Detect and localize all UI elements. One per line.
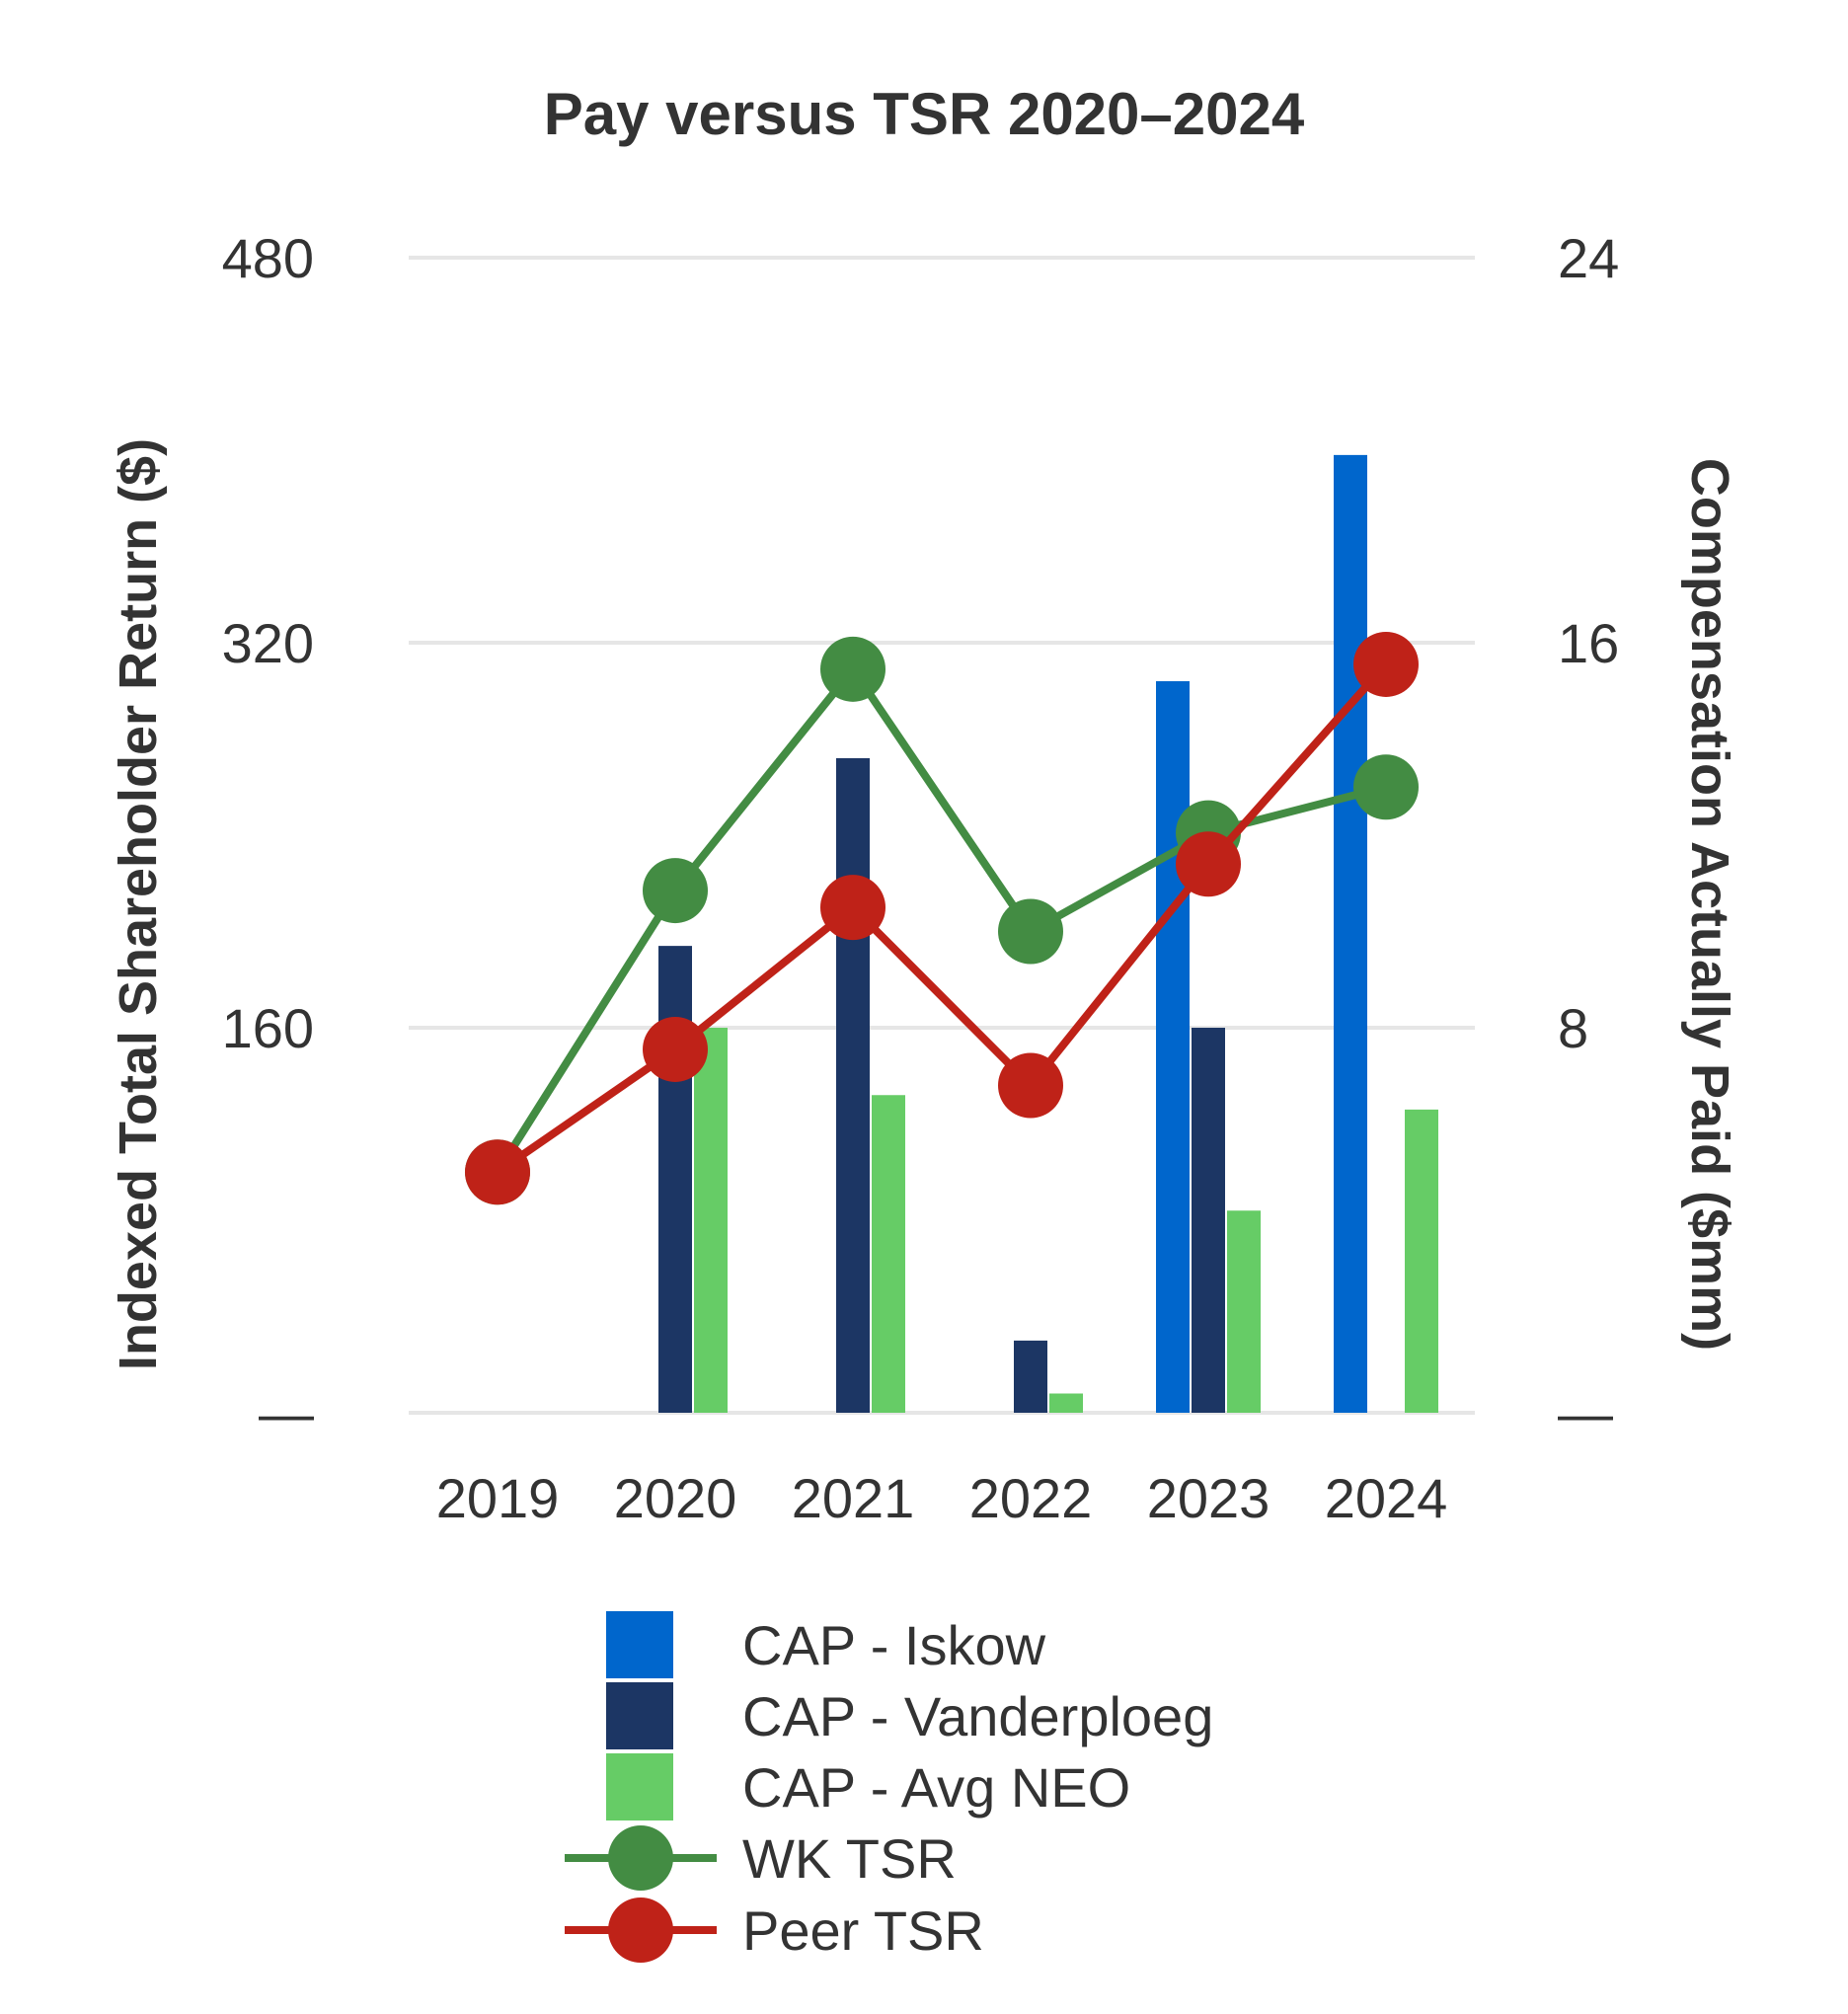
legend-label-cap-avg-neo: CAP - Avg NEO (742, 1756, 1130, 1819)
right-tick-label: 16 (1558, 612, 1619, 674)
wk-tsr-point-2020 (643, 858, 708, 924)
wk-tsr-point-2024 (1353, 754, 1419, 820)
legend-marker-peer-tsr (608, 1898, 673, 1963)
left-axis-title: Indexed Total Shareholder Return ($) (109, 438, 168, 1370)
peer-tsr-point-2022 (998, 1052, 1063, 1119)
wk-tsr-line (494, 664, 1387, 1175)
legend-swatch-cap-iskow (606, 1611, 673, 1678)
x-tick-label: 2024 (1325, 1467, 1448, 1529)
peer-tsr-line (495, 661, 1389, 1176)
left-tick-label: 160 (222, 997, 314, 1059)
bar-cap-iskow-2024 (1334, 454, 1367, 1413)
x-tick-label: 2022 (969, 1467, 1093, 1529)
bar-cap-avg-neo-2023 (1227, 1210, 1261, 1413)
bar-cap-vanderploeg-2021 (836, 758, 870, 1413)
legend-marker-wk-tsr (608, 1825, 673, 1891)
left-tick-label: 480 (222, 227, 314, 289)
bar-cap-vanderploeg-2022 (1014, 1340, 1047, 1413)
peer-tsr-point-2019 (465, 1139, 530, 1205)
x-tick-label: 2023 (1147, 1467, 1270, 1529)
bar-cap-vanderploeg-2023 (1192, 1028, 1225, 1413)
bar-cap-avg-neo-2022 (1049, 1393, 1083, 1413)
peer-tsr-point-2024 (1353, 631, 1419, 697)
x-tick-label: 2021 (792, 1467, 915, 1529)
bar-cap-avg-neo-2020 (694, 1028, 728, 1413)
peer-tsr-point-2021 (820, 875, 886, 941)
right-tick-label: 8 (1558, 997, 1588, 1059)
legend: CAP - Iskow CAP - Vanderploeg CAP - Avg NE… (565, 1611, 1213, 1963)
wk-tsr-point-2021 (820, 636, 886, 702)
bar-cap-iskow-2023 (1156, 681, 1190, 1413)
axis-ticks: — 160 320 480 — 8 16 24 2019 2020 2021 2022 2023 2024 (222, 227, 1620, 1529)
right-tick-label: 24 (1558, 227, 1619, 289)
peer-tsr-point-2020 (643, 1016, 708, 1082)
bar-cap-vanderploeg-2020 (658, 946, 692, 1413)
wk-tsr-point-2022 (998, 898, 1063, 965)
legend-label-peer-tsr: Peer TSR (742, 1899, 984, 1962)
x-tick-label: 2019 (436, 1467, 560, 1529)
chart-title: Pay versus TSR 2020–2024 (544, 81, 1305, 147)
legend-label-cap-iskow: CAP - Iskow (742, 1614, 1046, 1676)
bar-cap-avg-neo-2024 (1405, 1109, 1438, 1413)
right-tick-label: — (1558, 1382, 1613, 1444)
left-tick-label: — (259, 1382, 314, 1444)
x-tick-label: 2020 (614, 1467, 737, 1529)
peer-tsr-point-2023 (1176, 831, 1241, 897)
legend-swatch-cap-avg-neo (606, 1753, 673, 1820)
left-tick-label: 320 (222, 612, 314, 674)
bar-cap-avg-neo-2021 (872, 1095, 905, 1413)
right-axis-title: Compensation Actually Paid ($mm) (1680, 458, 1739, 1351)
legend-label-wk-tsr: WK TSR (742, 1827, 957, 1890)
legend-swatch-cap-vanderploeg (606, 1682, 673, 1749)
legend-label-cap-vanderploeg: CAP - Vanderploeg (742, 1685, 1213, 1747)
tsr-lines (465, 631, 1419, 1205)
gridlines (409, 256, 1475, 1415)
